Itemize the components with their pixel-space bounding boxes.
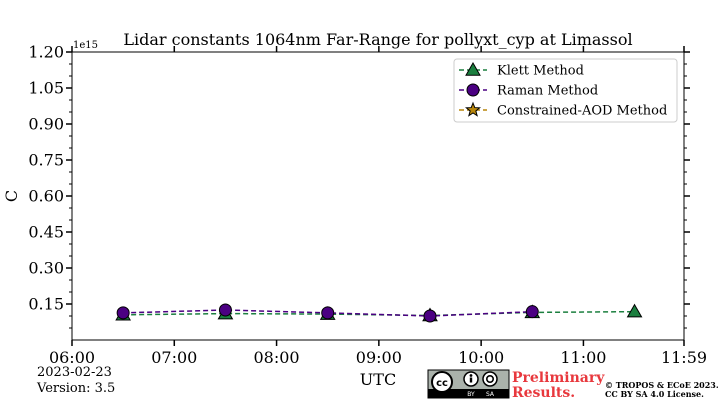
y-tick-label: 0.30 bbox=[28, 259, 64, 278]
x-tick-label: 07:00 bbox=[151, 348, 197, 367]
legend-box bbox=[453, 58, 678, 123]
copyright-line2: CC BY SA 4.0 License. bbox=[605, 389, 704, 399]
footer-version: Version: 3.5 bbox=[36, 381, 115, 396]
y-axis-label: C bbox=[2, 190, 21, 202]
preliminary-label-line2: Results. bbox=[512, 385, 575, 400]
sa-label: SA bbox=[486, 391, 495, 398]
y-tick-label: 0.90 bbox=[28, 115, 64, 134]
y-exponent-label: 1e15 bbox=[73, 40, 98, 51]
series-layer bbox=[115, 303, 643, 323]
y-tick-label: 1.20 bbox=[28, 43, 64, 62]
series-point bbox=[423, 309, 437, 323]
series-point bbox=[116, 306, 130, 320]
x-tick-label: 10:00 bbox=[458, 348, 504, 367]
y-tick-label: 0.45 bbox=[28, 223, 64, 242]
copyright-line1: © TROPOS & ECoE 2023. bbox=[605, 380, 719, 390]
y-tick-label: 1.05 bbox=[28, 79, 64, 98]
legend-marker bbox=[465, 101, 481, 117]
series-point bbox=[218, 303, 232, 317]
legend: Klett Method Raman Method Constrained-AOD … bbox=[453, 58, 678, 123]
legend-label: Raman Method bbox=[497, 84, 598, 99]
by-icon-body bbox=[469, 377, 473, 383]
x-tick-label: 08:00 bbox=[254, 348, 300, 367]
sa-icon bbox=[482, 371, 498, 387]
x-axis-label: UTC bbox=[360, 370, 396, 389]
cc-license-badge: cc BY SA bbox=[427, 369, 510, 399]
legend-marker bbox=[466, 83, 480, 97]
x-tick-label: 09:00 bbox=[356, 348, 402, 367]
x-tick-label: 06:00 bbox=[49, 348, 95, 367]
series-line bbox=[123, 310, 635, 317]
legend-label: Constrained-AOD Method bbox=[497, 104, 667, 119]
legend-label: Klett Method bbox=[497, 64, 584, 79]
x-tick-label: 11:00 bbox=[560, 348, 606, 367]
x-axis: 06:00 07:00 08:00 09:00 10:00 11:00 11:59 bbox=[49, 46, 707, 367]
series-point bbox=[525, 305, 539, 319]
cc-badge-strip bbox=[428, 389, 509, 398]
cc-icon-text: cc bbox=[436, 378, 448, 389]
preliminary-label-line1: Preliminary bbox=[512, 370, 605, 386]
footer-date: 2023-02-23 bbox=[37, 365, 112, 380]
y-tick-label: 0.15 bbox=[28, 295, 64, 314]
cc-icon bbox=[431, 371, 453, 393]
by-label: BY bbox=[467, 391, 475, 398]
series-point bbox=[626, 303, 643, 318]
series-point bbox=[321, 306, 335, 320]
x-tick-label: 11:59 bbox=[661, 348, 707, 367]
y-tick-label: 0.60 bbox=[28, 187, 64, 206]
by-icon-head bbox=[469, 374, 473, 377]
y-tick-label: 0.75 bbox=[28, 151, 64, 170]
sa-icon-arrow bbox=[485, 374, 494, 383]
legend-marker bbox=[465, 61, 481, 76]
chart-title: Lidar constants 1064nm Far-Range for pol… bbox=[123, 30, 632, 49]
y-axis: 1.20 1.05 0.90 0.75 0.60 0.45 0.30 0.15 bbox=[28, 43, 690, 329]
